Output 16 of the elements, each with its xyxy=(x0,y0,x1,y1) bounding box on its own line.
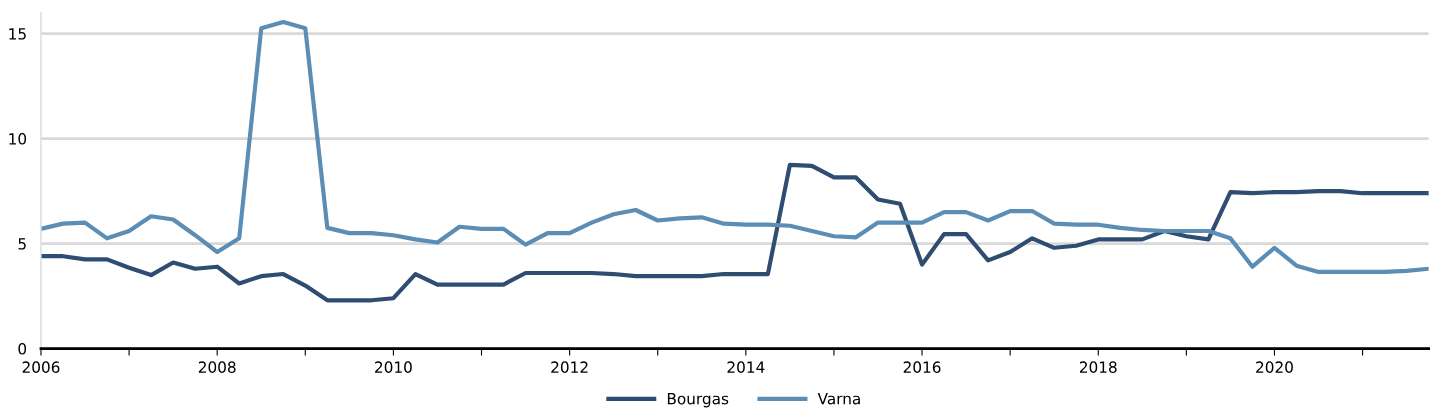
y-tick-label: 0 xyxy=(18,343,27,355)
line-series xyxy=(40,19,1429,275)
line-series xyxy=(40,162,1429,303)
y-tick-label: 15 xyxy=(9,28,26,40)
x-tick-label: 2016 xyxy=(903,361,941,373)
x-tick-label: 2018 xyxy=(1079,361,1117,373)
y-tick-label: 10 xyxy=(9,133,27,145)
y-tick-label: 5 xyxy=(18,238,26,250)
x-tick-label: 2014 xyxy=(727,361,765,373)
x-tick-label: 2012 xyxy=(551,361,588,373)
x-tick-label: 2010 xyxy=(375,361,412,373)
legend-label: Bourgas xyxy=(667,393,729,408)
x-tick-label: 2008 xyxy=(198,361,236,373)
x-tick-label: 2020 xyxy=(1256,361,1293,373)
legend-label: Varna xyxy=(817,393,860,405)
x-tick-label: 2006 xyxy=(22,361,60,373)
